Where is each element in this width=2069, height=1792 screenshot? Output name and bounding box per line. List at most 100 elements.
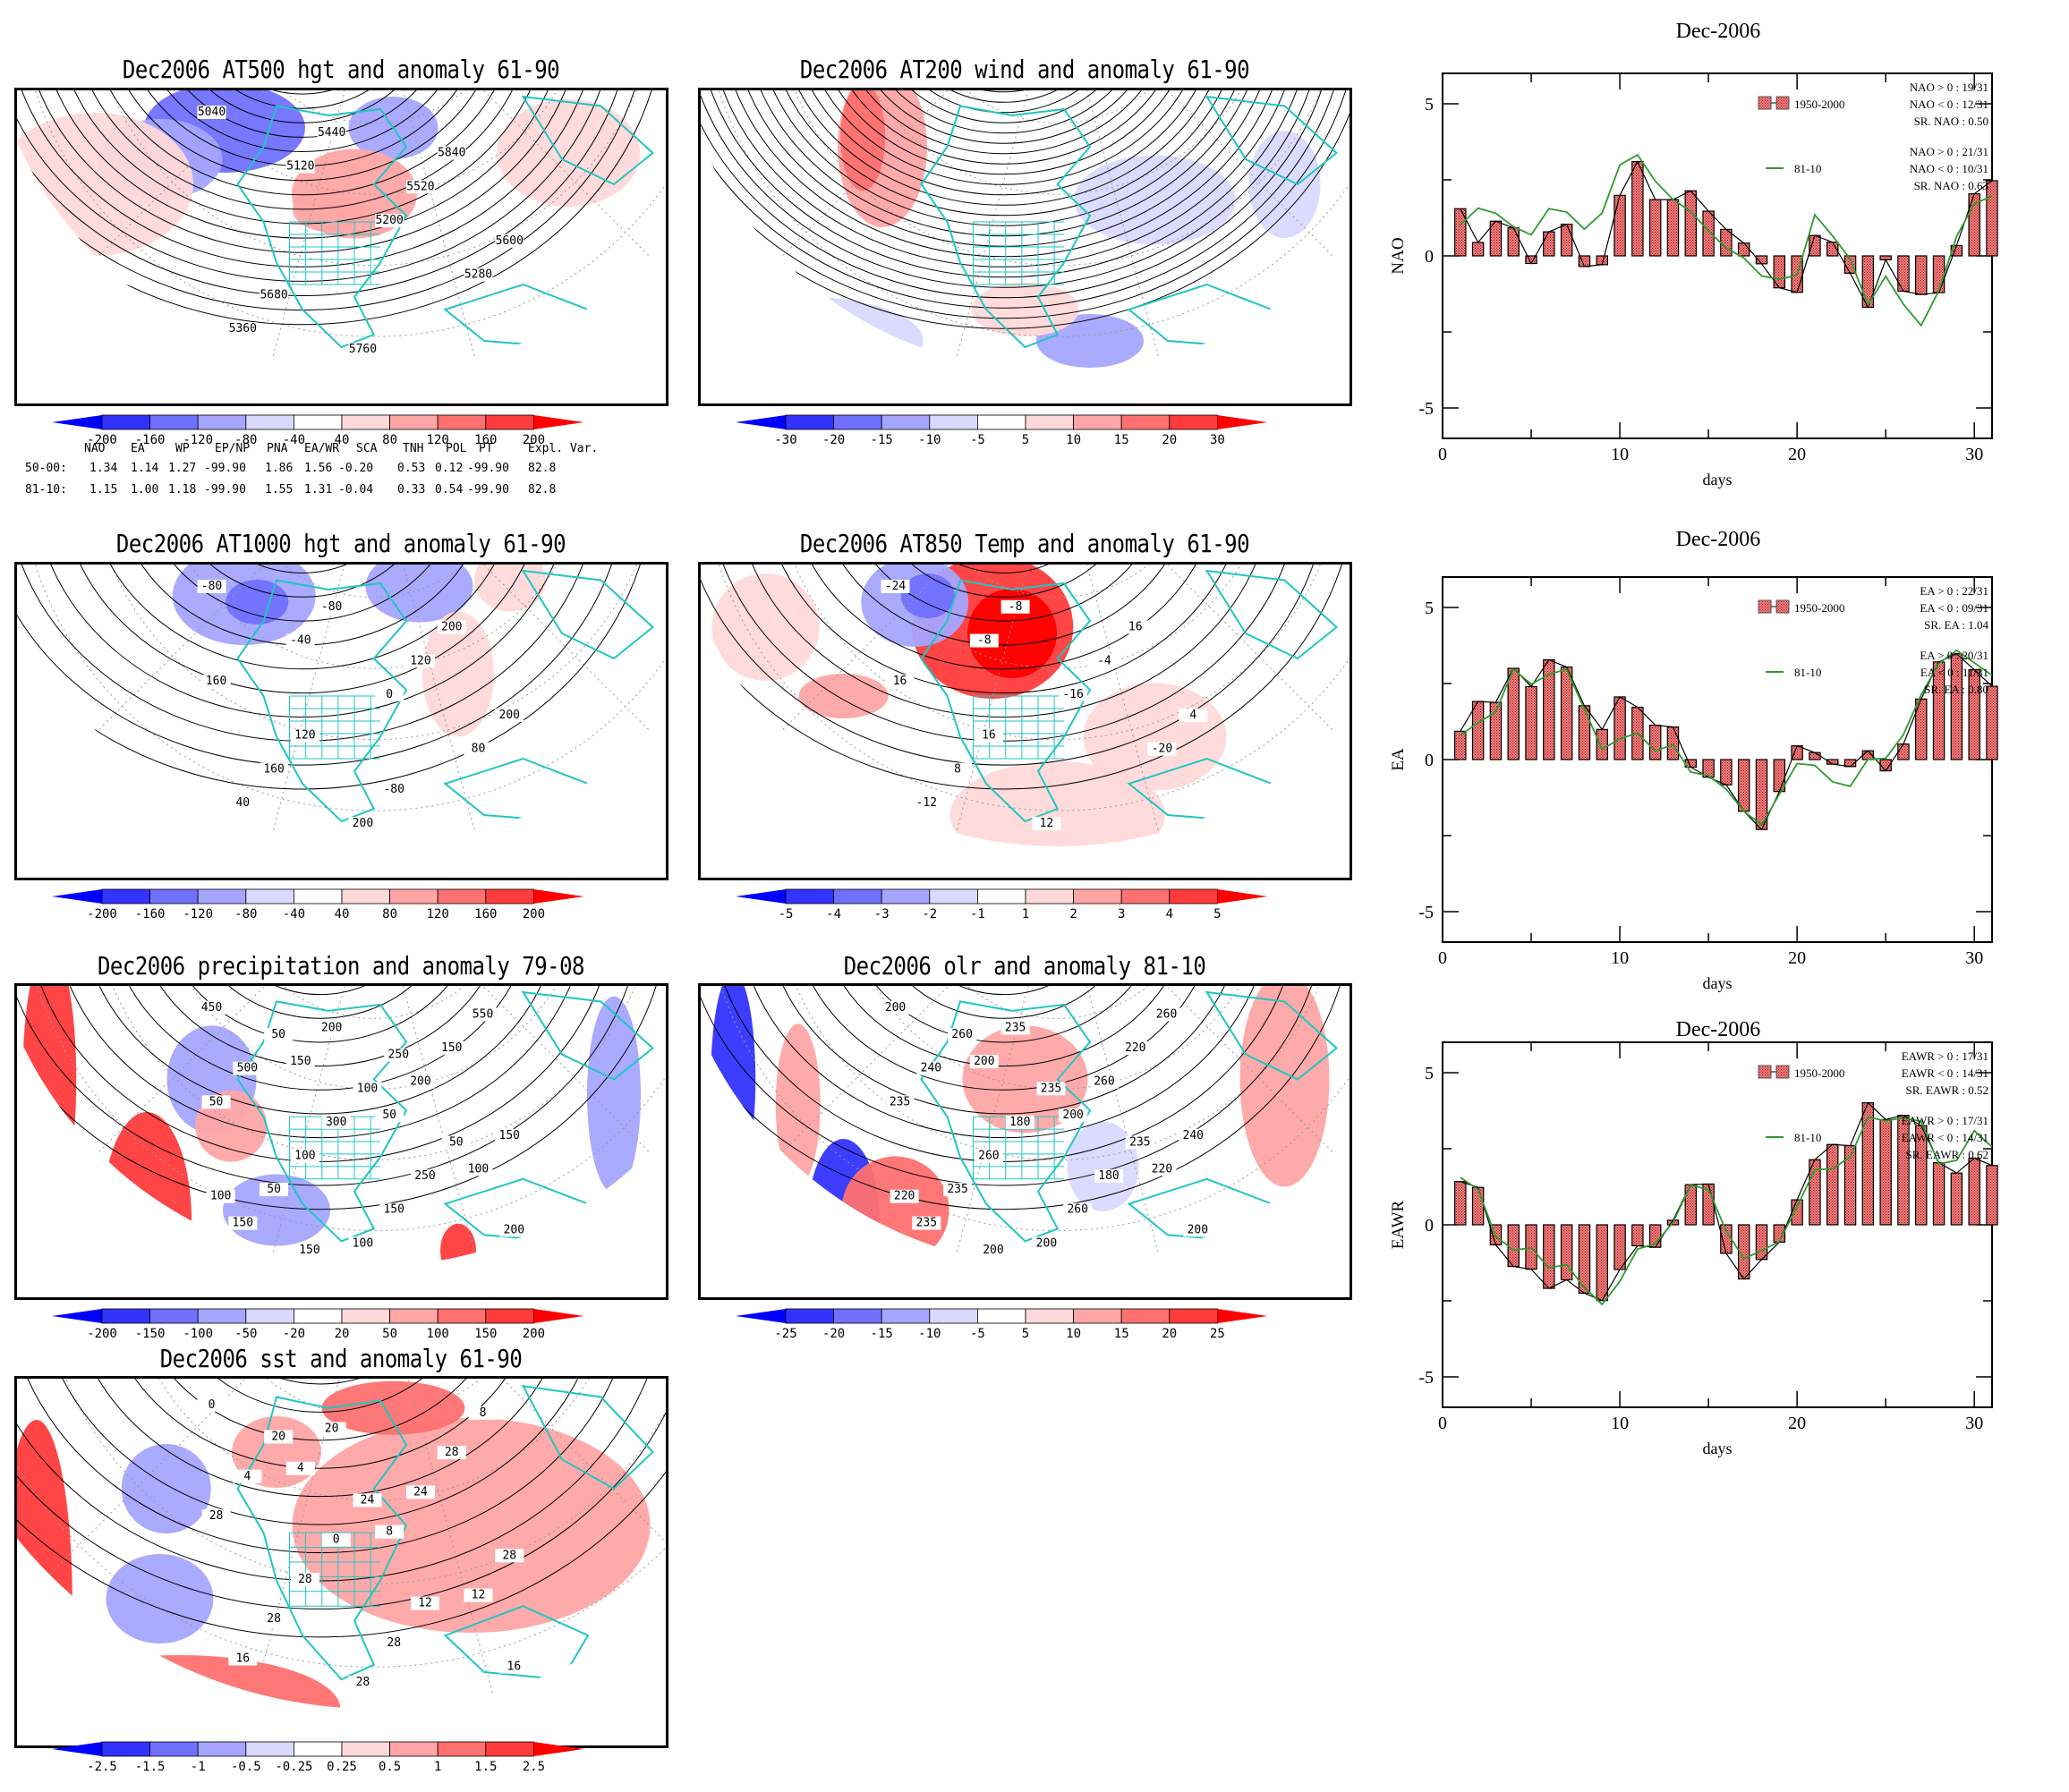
contour-label: 50 <box>271 1028 285 1041</box>
colorbar-svg: -200 -160 -120 -80 -40 40 80 120 160 200 <box>52 888 584 921</box>
colorbar-tick-label: 200 <box>523 1327 545 1341</box>
row-label: 50-00: <box>25 462 67 475</box>
colorbar-segment <box>785 888 834 904</box>
colorbar-svg: -200 -160 -120 -80 -40 40 80 120 160 200 <box>52 414 584 447</box>
map-title-precip: Dec2006 precipitation and anomaly 79-08 <box>97 951 585 981</box>
contour-line <box>104 90 500 182</box>
contour-label: 200 <box>504 1223 524 1236</box>
colorbar-arrow-left <box>52 1309 102 1323</box>
bar-1950-2000 <box>1507 227 1520 257</box>
colorbar-arrow-right <box>533 1742 584 1756</box>
colorbar-segment <box>485 1308 534 1324</box>
contour-line <box>17 1379 666 1638</box>
colorbar-segment <box>833 414 882 430</box>
contour-label: 28 <box>298 1573 312 1586</box>
bar-1950-2000 <box>1543 231 1555 257</box>
coastline-north-america <box>236 105 408 349</box>
contour-label-bg <box>290 1149 319 1163</box>
line-1950-2000 <box>1460 160 1993 309</box>
bar-1950-2000 <box>1596 728 1608 760</box>
colorbar-tick-label: -120 <box>183 907 213 921</box>
colorbar-segment <box>881 1308 931 1324</box>
map-title-at850: Dec2006 AT850 Temp and anomaly 61-90 <box>799 529 1250 559</box>
map-svg: -24 -8 -16 -20 -12 -8 -4 4 8 12 16 16 16 <box>701 565 1350 846</box>
bar-1950-2000 <box>1631 160 1644 257</box>
contour-label-bg <box>1179 708 1208 722</box>
map-domain: 5040 5120 5200 5280 5360 5440 5520 5600 5680 5760… <box>17 90 666 360</box>
contour-label: 450 <box>201 1001 222 1015</box>
contour-line <box>17 565 654 790</box>
colorbar-tick-label: -15 <box>871 1327 893 1341</box>
colorbar-segment <box>293 888 343 904</box>
contour-line <box>817 565 1191 646</box>
coastline-north-america <box>236 1396 408 1681</box>
colorbar-tick-label: -40 <box>283 433 305 447</box>
x-tick-label: 0 <box>1438 445 1447 464</box>
contour-label: 50 <box>449 1136 464 1150</box>
bar-1950-2000 <box>1560 1224 1573 1281</box>
bar-1950-2000 <box>1454 208 1467 257</box>
contour-line <box>719 90 1289 258</box>
contour-label-bg <box>285 1055 315 1069</box>
colorbar-segment <box>293 414 343 430</box>
colorbar-tick-label: -3 <box>874 907 890 921</box>
cell: -0.04 <box>338 483 374 497</box>
colorbar-tick-label: 100 <box>427 1327 449 1341</box>
colorbar-tick-label: 3 <box>1118 907 1125 921</box>
contour-line <box>69 1379 572 1498</box>
contour-label: 200 <box>321 1021 342 1034</box>
table-row: 50-00: 1.34 1.14 1.27 -99.90 1.86 1.56 -… <box>0 462 680 480</box>
colorbar-precip: -200 -150 -100 -50 -20 20 50 100 150 200 <box>52 1305 634 1359</box>
chart-nao: 5 0 -5 0 10 20 30 days NAO 1950-2000 81-10 NAO > 0 … <box>1378 63 2022 519</box>
y-tick-label: 0 <box>1425 751 1434 770</box>
contour-line <box>137 90 467 152</box>
contour-line <box>25 986 616 1162</box>
contour-line <box>872 90 1137 123</box>
bar-1950-2000 <box>1791 745 1803 760</box>
coastline-africa <box>443 1605 590 1681</box>
bar-1950-2000 <box>1915 255 1928 295</box>
contour-label: 16 <box>893 675 907 688</box>
contour-label-bg <box>228 796 258 811</box>
bar-1950-2000 <box>1809 752 1821 760</box>
x-axis-label: days <box>1703 1440 1733 1457</box>
colorbar-segment <box>149 888 199 904</box>
cell: 1.14 <box>131 462 159 475</box>
contour-line <box>101 1379 540 1469</box>
y-tick-label: 0 <box>1425 247 1434 267</box>
contour-line <box>736 986 1272 1139</box>
colorbar-tick-label: -50 <box>234 1327 257 1341</box>
colorbar-tick-label: -2 <box>922 907 937 921</box>
colorbar-segment <box>833 888 882 904</box>
contour-label-bg <box>294 1243 324 1257</box>
contour-label-bg <box>1032 1236 1061 1251</box>
contour-label: 235 <box>916 1217 937 1230</box>
cell: 1.18 <box>168 483 197 497</box>
latitude-circle <box>89 565 660 741</box>
colorbar-svg: -5 -4 -3 -2 -1 1 2 3 4 5 <box>736 888 1268 921</box>
contour-line <box>189 986 452 1019</box>
contour-label-bg <box>969 633 999 648</box>
table-header: TNH <box>403 442 424 455</box>
contour-label: 20 <box>325 1422 339 1435</box>
colorbar-tick-label: -30 <box>774 433 796 447</box>
bar-1950-2000 <box>1950 1172 1963 1226</box>
cell: 1.27 <box>168 462 197 475</box>
legend-swatch-bar <box>1775 96 1790 110</box>
bar-1950-2000 <box>1826 1143 1839 1226</box>
contour-line <box>735 565 1273 718</box>
bar-1950-2000 <box>1454 1181 1467 1226</box>
contour-label-bg <box>437 146 466 160</box>
map-domain: -80 -40 0 80 40 -80 120 200 160 200 200 160 120 -80 <box>17 565 666 834</box>
contour-label-bg <box>468 1007 498 1022</box>
contour-line <box>88 90 517 196</box>
bar-1950-2000 <box>1897 743 1910 760</box>
colorbar-tick-label: 2 <box>1069 907 1077 921</box>
colorbar-tick-label: -200 <box>87 1327 117 1341</box>
bar-1950-2000 <box>1666 726 1680 760</box>
contour-label: 24 <box>361 1493 375 1507</box>
contour-line <box>836 90 1171 155</box>
colorbar-segment <box>245 888 294 904</box>
longitude-line <box>373 1379 666 1575</box>
contour-line <box>701 565 1350 790</box>
